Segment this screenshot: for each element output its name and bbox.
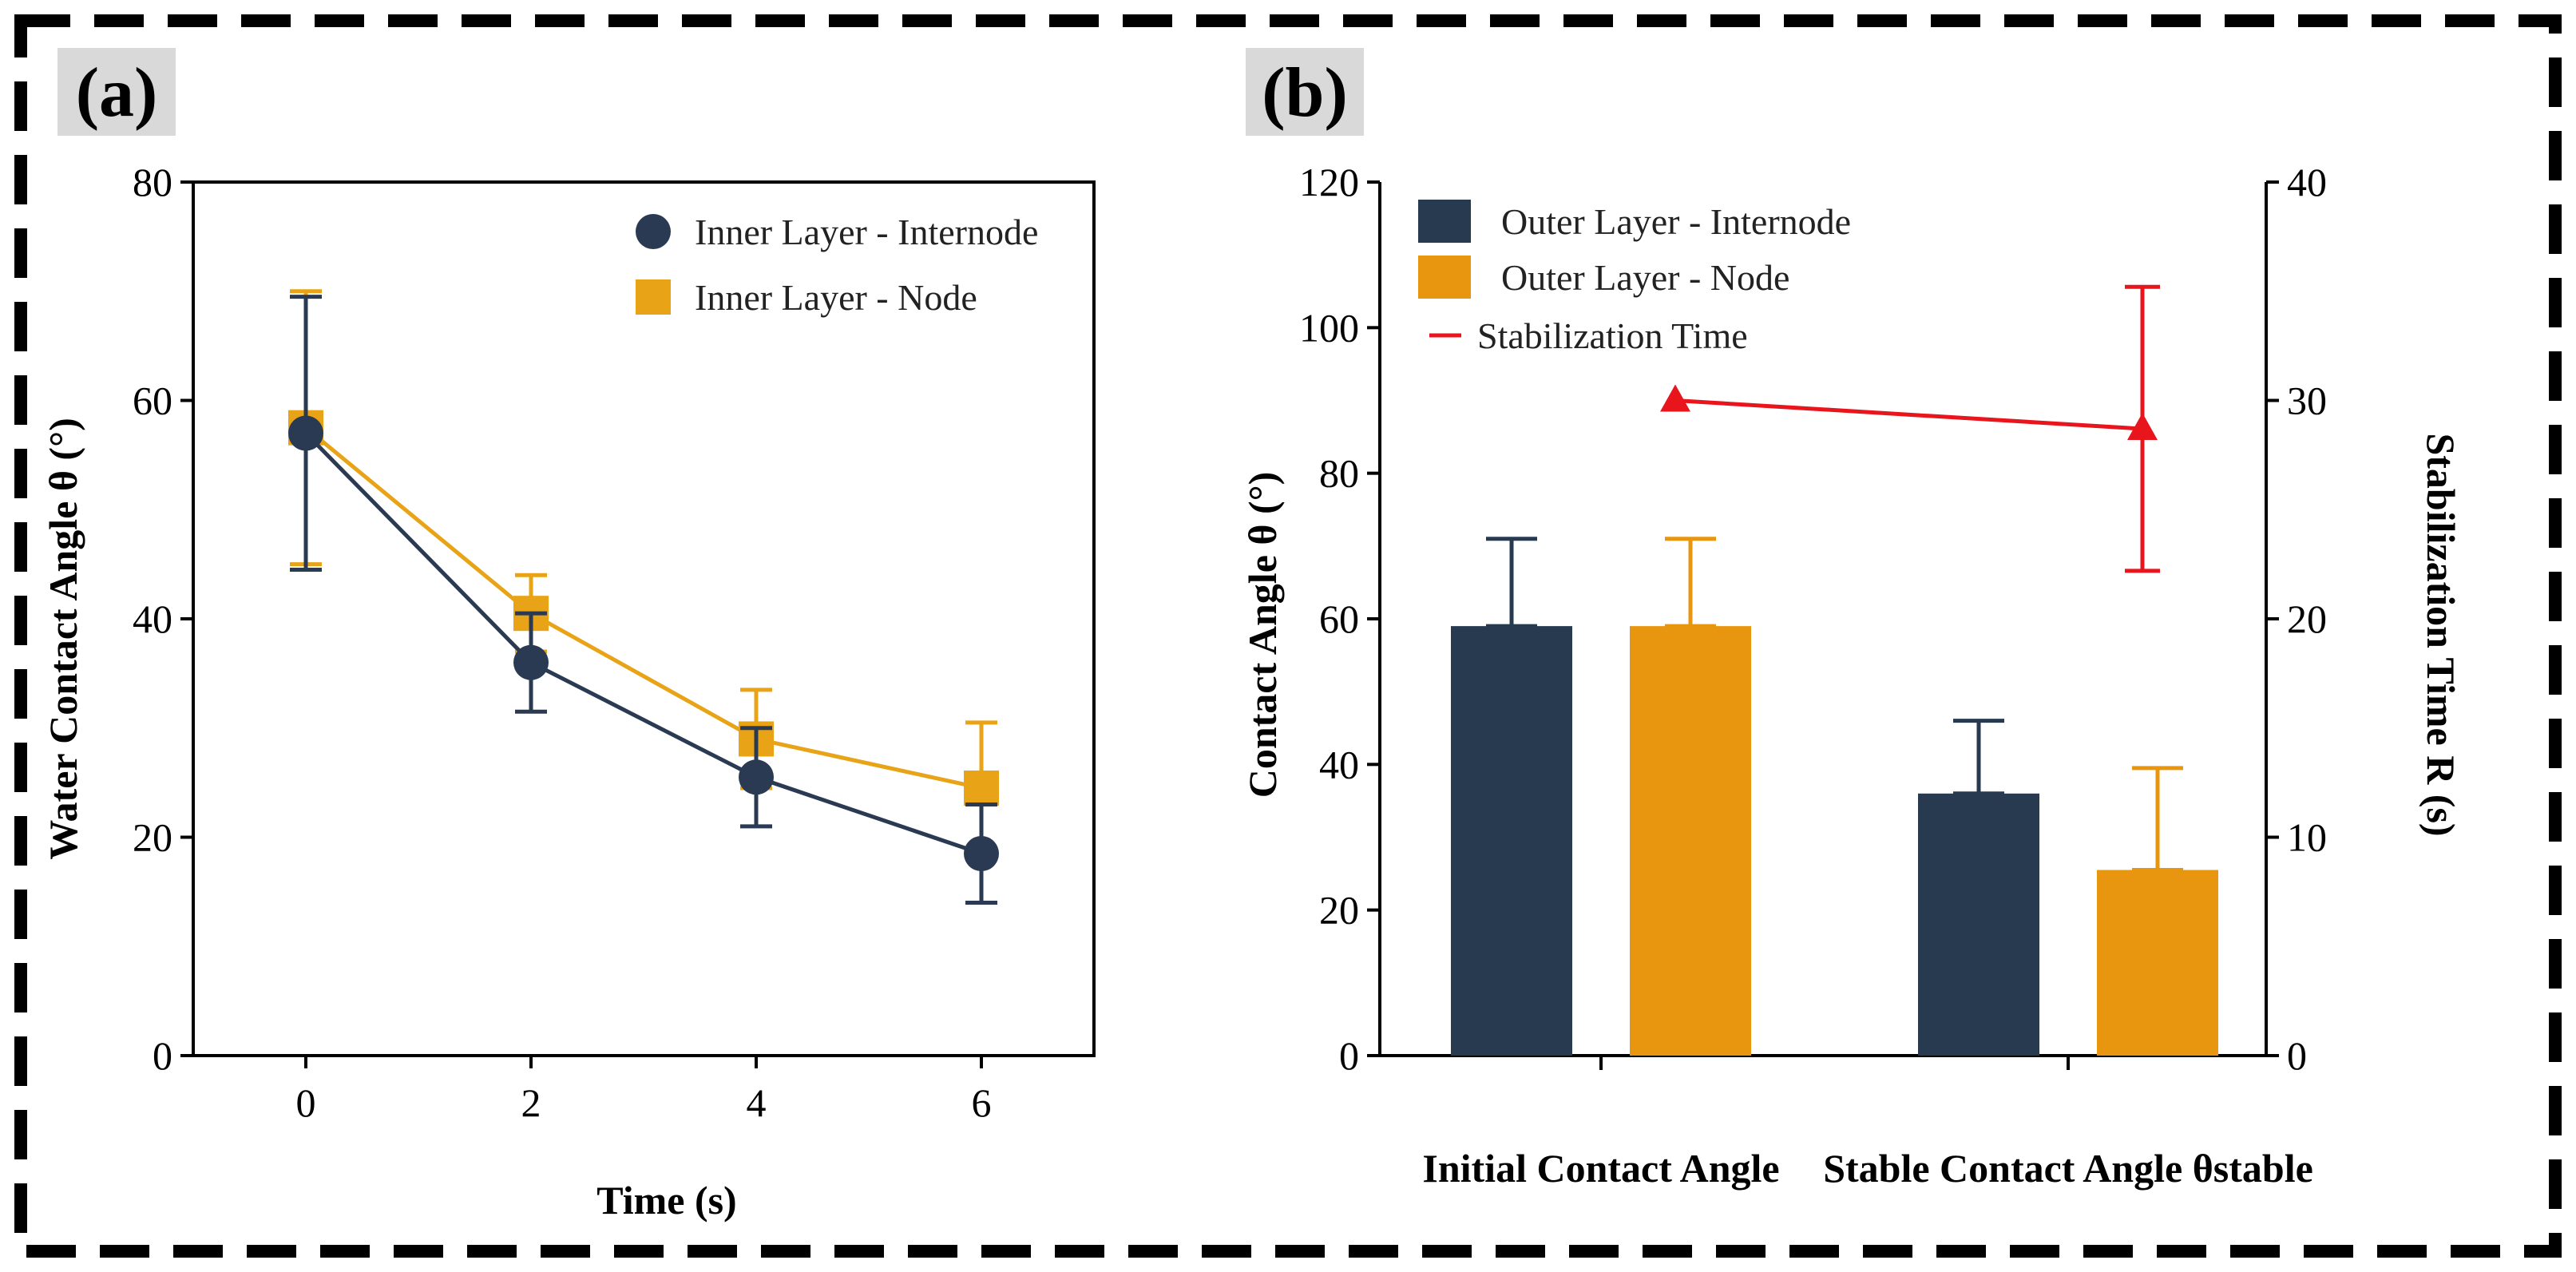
panel-a-x-axis-title: Time (s) [596, 1178, 736, 1222]
y-tick-label-a: 0 [153, 1033, 172, 1078]
y2-tick-label-b: 30 [2287, 378, 2327, 423]
y-tick-label-b: 60 [1319, 596, 1359, 641]
bar-outer-internode [1451, 626, 1572, 1056]
legend-label-outer-node: Outer Layer - Node [1501, 257, 1789, 298]
panel-a-y-axis-title: Water Contact Angle θ (°) [41, 418, 85, 859]
y2-tick-label-b: 20 [2287, 596, 2327, 641]
y-tick-label-b: 120 [1299, 160, 1359, 204]
x-category-label-b: Stable Contact Angle θstable [1823, 1146, 2313, 1191]
legend-marker-inner-internode [636, 214, 671, 249]
data-point-inner-internode [288, 415, 323, 451]
data-point-stabilization-time [2127, 413, 2158, 441]
panel-a-label-bg [57, 48, 176, 136]
bar-outer-internode [1918, 793, 2039, 1056]
y-tick-label-a: 20 [133, 815, 172, 860]
y2-tick-label-b: 40 [2287, 160, 2327, 204]
data-point-inner-internode [964, 836, 999, 872]
legend-label-stabilization-time: Stabilization Time [1477, 315, 1748, 356]
panel-a-marks [288, 289, 999, 905]
y2-tick-label-b: 0 [2287, 1033, 2307, 1078]
series-line-inner-internode [304, 431, 982, 856]
panel-b-label-bg [1246, 48, 1364, 136]
legend-swatch-outer-node [1418, 256, 1471, 299]
panel-b-y2-axis-title: Stabilization Time R (s) [2419, 433, 2463, 836]
series-line-stabilization-time [1674, 398, 2143, 431]
y2-tick-label-b: 10 [2287, 815, 2327, 860]
bar-outer-node [2097, 870, 2218, 1056]
legend-label-inner-node: Inner Layer - Node [695, 277, 977, 318]
legend-marker-inner-node [636, 279, 671, 315]
figure-frame [14, 14, 2562, 1258]
panel-b-legend: Outer Layer - Internode Outer Layer - No… [1418, 200, 1851, 356]
panel-b-marks [1451, 284, 2218, 1056]
y-tick-label-b: 80 [1319, 451, 1359, 496]
y-tick-label-a: 60 [133, 378, 172, 423]
panel-a-label: (a) [76, 54, 158, 132]
data-point-inner-node [964, 770, 999, 806]
data-point-stabilization-time [1660, 384, 1690, 412]
y-tick-label-b: 0 [1339, 1033, 1359, 1078]
bar-outer-node [1630, 626, 1751, 1056]
panel-b-axes: 0 20 40 60 80 100 120 0 10 20 30 40 Initial Contact … [1299, 160, 2327, 1191]
x-category-label-b: Initial Contact Angle [1422, 1146, 1779, 1191]
x-tick-label-a: 6 [972, 1080, 992, 1125]
y-tick-label-b: 40 [1319, 742, 1359, 787]
legend-label-inner-internode: Inner Layer - Internode [695, 212, 1038, 252]
panel-b: (b) 0 20 40 60 80 100 120 0 10 20 30 40 Initial Cont… [1240, 48, 2463, 1191]
x-tick-label-a: 0 [296, 1080, 316, 1125]
panel-b-y-axis-title: Contact Angle θ (°) [1240, 472, 1285, 798]
data-point-inner-internode [739, 759, 774, 795]
x-tick-label-a: 4 [747, 1080, 767, 1125]
y-tick-label-a: 40 [133, 596, 172, 641]
panel-a-axes: 0 20 40 60 80 0 2 4 6 [133, 160, 1096, 1125]
legend-swatch-outer-internode [1418, 200, 1471, 243]
y-tick-label-b: 20 [1319, 888, 1359, 933]
x-tick-label-a: 2 [521, 1080, 541, 1125]
series-line-inner-node [304, 426, 982, 791]
y-tick-label-b: 100 [1299, 305, 1359, 350]
panel-a: (a) 0 20 40 60 80 0 2 4 6 Time (s) Water Contact… [41, 48, 1096, 1222]
data-point-inner-internode [513, 644, 549, 680]
y-tick-label-a: 80 [133, 160, 172, 204]
legend-label-outer-internode: Outer Layer - Internode [1501, 201, 1851, 242]
panel-a-legend: Inner Layer - Internode Inner Layer - No… [636, 212, 1038, 318]
panel-b-label: (b) [1262, 54, 1348, 132]
